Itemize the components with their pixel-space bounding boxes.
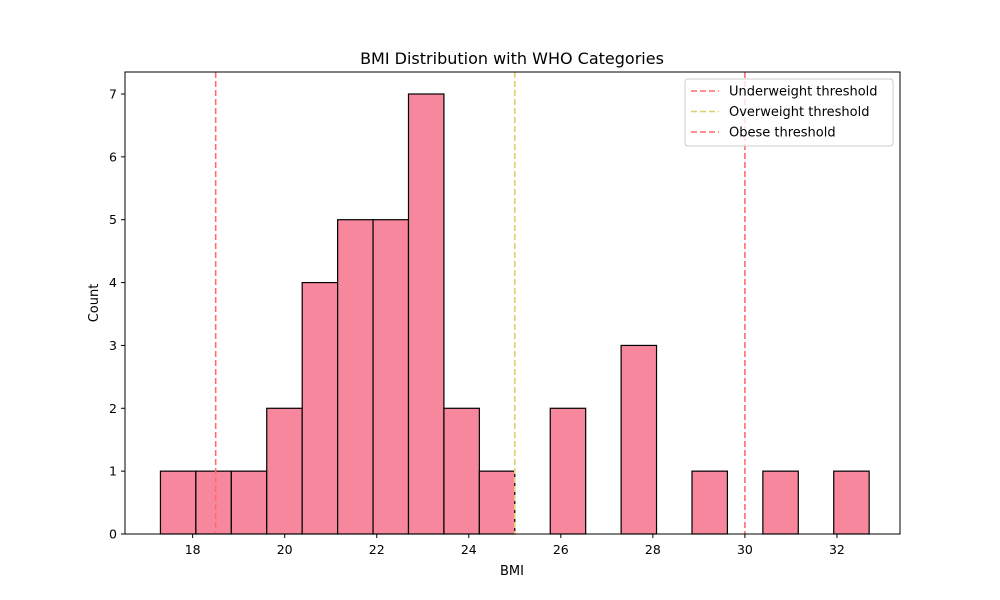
y-tick-label: 4 [109,275,117,290]
histogram-bar [372,219,410,535]
x-tick-label: 30 [737,542,753,557]
x-axis-label: BMI [500,564,524,579]
legend: Underweight threshold Overweight threshol… [684,78,894,147]
plot-frame [124,71,901,535]
histogram-bar [620,344,658,535]
legend-entry-label: Obese threshold [729,126,836,141]
x-tick-label: 32 [829,542,845,557]
legend-entry-label: Overweight threshold [729,105,869,120]
y-tick-label: 6 [109,149,117,164]
histogram-bars [159,93,870,535]
histogram-bar [549,407,587,535]
histogram-bar [301,281,339,535]
y-tick-label: 7 [109,87,117,102]
y-tick-label: 1 [109,464,117,479]
x-tick-label: 20 [277,542,293,557]
x-tick-label: 24 [461,542,477,557]
histogram-bar [407,93,445,535]
y-tick-label: 5 [109,212,117,227]
x-tick-label: 22 [369,542,385,557]
threshold-lines [214,72,746,534]
histogram-bar [159,470,197,535]
x-tick-label: 18 [185,542,201,557]
y-axis-label: Count [87,284,102,323]
histogram-bar [195,470,232,535]
histogram-bar [691,470,729,535]
histogram-bar [266,407,303,535]
y-tick-label: 3 [109,338,117,353]
histogram-bar [833,470,870,535]
x-axis-ticks: 18 20 22 24 26 28 30 32 [185,534,845,557]
x-tick-label: 28 [645,542,661,557]
x-tick-label: 26 [553,542,569,557]
y-tick-label: 0 [109,527,117,542]
histogram-bar [762,470,799,535]
histogram-bar [337,219,374,535]
y-tick-label: 2 [109,401,117,416]
y-axis-ticks: 0 1 2 3 4 5 6 7 [109,87,125,542]
histogram-bar [478,470,516,535]
histogram-bar [443,407,480,535]
chart-title: BMI Distribution with WHO Categories [360,49,664,68]
histogram-bar [230,470,268,535]
legend-box [684,78,894,147]
legend-entry-label: Underweight threshold [729,85,878,100]
